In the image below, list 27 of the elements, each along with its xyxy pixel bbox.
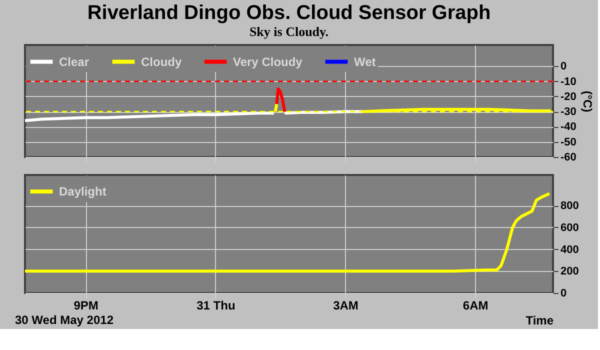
text: 30 Wed May 2012: [15, 313, 114, 327]
y-tick-label: -30: [560, 106, 576, 118]
x-tick-label: 3AM: [333, 298, 358, 312]
chart-subtitle: Sky is Cloudy.: [249, 24, 329, 39]
y-axis-title: (°C): [580, 90, 594, 112]
legend-label: Daylight: [59, 184, 106, 198]
x-axis-title: Time: [526, 314, 554, 328]
x-tick-label: 31 Thu: [196, 298, 236, 312]
x-tick-label: 6AM: [462, 298, 488, 312]
y-tick-label: -10: [560, 76, 576, 88]
chart-title: Riverland Dingo Obs. Cloud Sensor Graph: [87, 2, 491, 24]
y-tick-label: 400: [560, 244, 579, 256]
x-tick-label: 9PM: [74, 298, 98, 312]
line-series: [275, 87, 286, 114]
legend-label: Wet: [354, 54, 376, 69]
y-tick-label: -40: [560, 121, 576, 134]
y-tick-label: 200: [560, 266, 579, 278]
y-tick-label: 0: [560, 60, 567, 73]
y-tick-label: 800: [560, 200, 579, 212]
legend-label: Cloudy: [141, 54, 182, 69]
y-tick-label: 600: [560, 222, 579, 234]
y-tick-label: 0: [560, 288, 567, 300]
y-tick-label: -20: [560, 90, 576, 103]
y-tick-label: -50: [560, 136, 576, 148]
legend-label: Very Cloudy: [233, 54, 303, 69]
y-tick-label: -60: [560, 152, 576, 164]
legend-label: Clear: [59, 54, 90, 69]
